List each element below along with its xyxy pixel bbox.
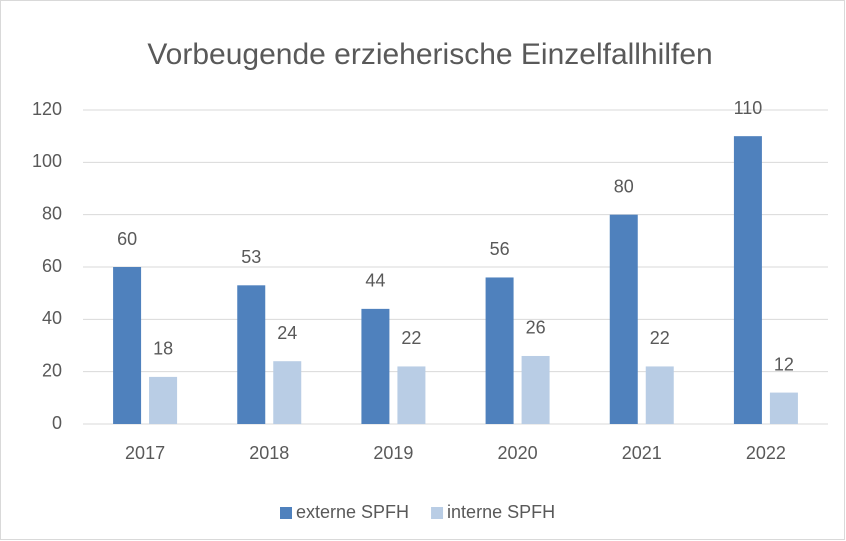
data-label: 12 [774, 354, 794, 374]
chart-title: Vorbeugende erzieherische Einzelfallhilf… [147, 38, 712, 71]
legend-swatch [431, 507, 444, 519]
data-label: 44 [365, 271, 385, 291]
legend-label: externe SPFH [296, 502, 409, 522]
x-tick-label: 2017 [125, 443, 165, 463]
bar [485, 277, 514, 424]
y-tick-label: 100 [32, 151, 62, 171]
data-label: 60 [117, 229, 137, 249]
bar [273, 361, 302, 424]
data-label: 53 [241, 247, 261, 267]
legend-swatch [280, 507, 292, 519]
y-tick-label: 120 [32, 99, 62, 119]
data-label: 110 [734, 98, 763, 118]
y-tick-label: 20 [42, 360, 62, 380]
x-tick-label: 2018 [249, 443, 289, 463]
bar [397, 366, 426, 424]
y-tick-label: 40 [42, 308, 62, 328]
legend-label: interne SPFH [447, 502, 555, 522]
bar [237, 285, 266, 424]
data-label: 80 [614, 176, 634, 196]
bar [609, 214, 638, 424]
bar [149, 376, 178, 424]
bar [769, 392, 798, 424]
y-tick-label: 80 [42, 203, 62, 223]
data-label: 18 [153, 339, 173, 359]
data-label: 22 [650, 328, 670, 348]
data-label: 26 [526, 318, 546, 338]
bar [113, 267, 142, 424]
x-tick-label: 2019 [373, 443, 413, 463]
data-label: 22 [401, 328, 421, 348]
data-label: 24 [277, 323, 297, 343]
x-tick-label: 2022 [746, 443, 786, 463]
x-tick-label: 2021 [622, 443, 662, 463]
bar [733, 136, 762, 424]
bar [521, 355, 550, 424]
x-tick-label: 2020 [498, 443, 538, 463]
data-label: 56 [490, 239, 510, 259]
bar [361, 308, 390, 424]
y-tick-label: 60 [42, 256, 62, 276]
y-tick-label: 0 [52, 413, 62, 433]
bar [645, 366, 674, 424]
